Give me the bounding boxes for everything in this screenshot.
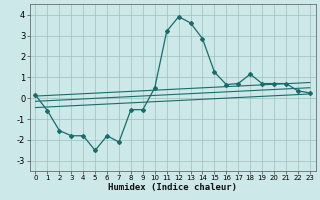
X-axis label: Humidex (Indice chaleur): Humidex (Indice chaleur) bbox=[108, 183, 237, 192]
